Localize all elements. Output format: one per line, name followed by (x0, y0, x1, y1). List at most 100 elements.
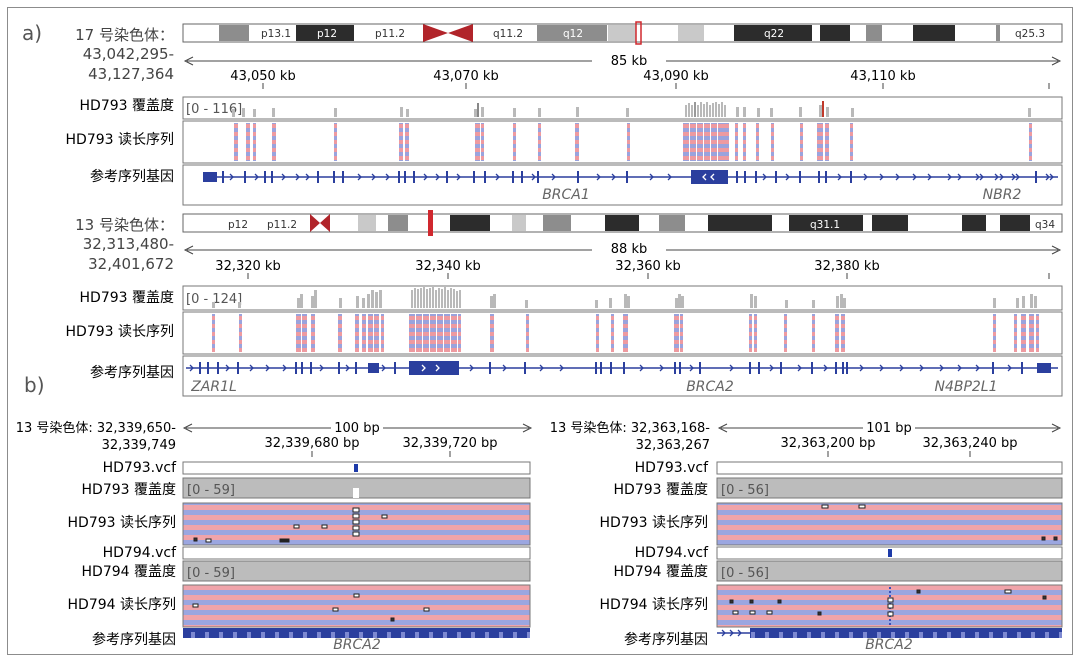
right-cov2-track (716, 560, 1063, 582)
right-cov1-label: HD793 覆盖度 (614, 482, 708, 498)
read-stack (253, 123, 256, 161)
right-gene-label: 参考序列基因 (624, 631, 708, 648)
chr13-locus-start: 32,313,480- (83, 235, 174, 253)
left-locus-end: 32,339,749 (102, 438, 176, 453)
coverage-bar (694, 102, 696, 117)
left-gene-label: 参考序列基因 (92, 631, 176, 648)
read-stack (1014, 314, 1017, 352)
read-stack (296, 314, 301, 352)
chr13-coverage-bars (212, 287, 1037, 308)
read-stack (311, 314, 315, 352)
mismatch-mark (729, 599, 734, 604)
right-gene-bar (750, 628, 1062, 638)
read-stack (437, 314, 443, 352)
intron-arrow (979, 173, 984, 181)
left-cov2-label: HD794 覆盖度 (82, 564, 176, 580)
chr17-coverage-track (182, 96, 1063, 120)
chr17-coverage-bars (232, 101, 1031, 117)
coverage-bar (697, 105, 699, 117)
coverage-bar (688, 103, 690, 117)
read-stack (690, 123, 696, 161)
intron-arrow (785, 173, 790, 181)
intron-arrow (797, 364, 802, 372)
read-stack (272, 123, 276, 161)
right-locus-end: 32,363,267 (636, 438, 710, 453)
right-reads2-label: HD794 读长序列 (600, 596, 708, 613)
coverage-bar (441, 289, 443, 308)
coverage-bar (715, 102, 717, 117)
coverage-bar (750, 294, 753, 308)
right-vcf2-variant[interactable] (888, 549, 892, 557)
coverage-bar (1030, 294, 1033, 308)
read-stack (409, 314, 415, 352)
right-reads1-mismatches (821, 504, 1058, 541)
read-stack (817, 123, 823, 161)
intron-arrow (659, 364, 664, 372)
intron-arrow (502, 364, 507, 372)
chr13-locus-end: 32,401,672 (88, 255, 174, 273)
chr17-coverage-label: HD793 覆盖度 (80, 98, 174, 114)
coverage-bar (626, 108, 629, 117)
chr17-ruler: 85 kb 43,050 kb 43,070 kb 43,090 kb 43,1… (183, 52, 1062, 89)
chr17-ruler-tick: 43,110 kb (850, 69, 915, 84)
chr13-coverage-label: HD793 覆盖度 (80, 290, 174, 306)
coverage-bar (339, 298, 342, 308)
read-stack (735, 123, 738, 161)
read-stack (800, 123, 803, 161)
intron-arrow (249, 364, 254, 372)
mismatch-mark (858, 504, 866, 509)
chr13-band-label: q31.1 (810, 219, 840, 231)
coverage-bar (993, 298, 996, 308)
coverage-bar (706, 102, 708, 117)
coverage-bar (420, 288, 422, 308)
intron-arrow (357, 173, 362, 181)
left-span: 100 bp (334, 421, 379, 436)
coverage-bar (411, 290, 413, 308)
mismatch-mark (352, 525, 360, 531)
coverage-bar (477, 103, 479, 117)
coverage-bar (474, 109, 477, 117)
coverage-bar (785, 300, 788, 308)
mismatch-mark (352, 513, 360, 519)
right-cov2-label: HD794 覆盖度 (614, 564, 708, 580)
intron-arrow (539, 364, 544, 372)
chr13-ruler-tick: 32,360 kb (615, 259, 680, 274)
left-vcf1-variant[interactable] (354, 464, 358, 472)
intron-arrow (957, 364, 962, 372)
read-stack (575, 123, 579, 161)
chr17-reads-track (182, 120, 1063, 164)
coverage-bar (691, 105, 693, 117)
coverage-bar (822, 101, 824, 117)
chr13-gene-features (189, 362, 1023, 374)
intron-arrow (721, 629, 726, 637)
chr13-block: 13 号染色体： 32,313,480- 32,401,672 p12 p11.… (66, 210, 1063, 397)
coverage-bar (1028, 108, 1031, 117)
coverage-bar (212, 302, 215, 308)
read-stack (374, 314, 379, 352)
read-stack (743, 123, 746, 161)
chr17-gene-track (182, 164, 1063, 206)
read-stack (338, 314, 342, 352)
mismatch-mark (192, 603, 199, 608)
coverage-bar (432, 287, 434, 308)
intron-arrow (345, 364, 350, 372)
intron-arrow (611, 173, 616, 181)
intron-arrow (729, 629, 734, 637)
read-stack (850, 123, 853, 161)
read-stack (381, 314, 384, 352)
coverage-bar (721, 102, 723, 117)
left-vcf1-label: HD793.vcf (103, 460, 177, 476)
intron-arrow (469, 364, 474, 372)
panel-b-letter: b) (24, 373, 45, 397)
chr13-coverage-range: [0 - 124] (186, 292, 242, 307)
mismatch-mark (353, 593, 360, 598)
chr17-reads-label: HD793 读长序列 (66, 131, 174, 148)
chr17-block: 17 号染色体： 43,042,295- 43,127,364 p13.1 p1… (66, 21, 1063, 206)
chr13-view-marker (428, 210, 433, 236)
mismatch-mark (332, 607, 339, 612)
left-gene-name: BRCA2 (333, 637, 381, 653)
read-stack (611, 314, 614, 352)
mismatch-mark (352, 531, 360, 537)
left-ruler-tick: 32,339,680 bp (264, 436, 359, 451)
